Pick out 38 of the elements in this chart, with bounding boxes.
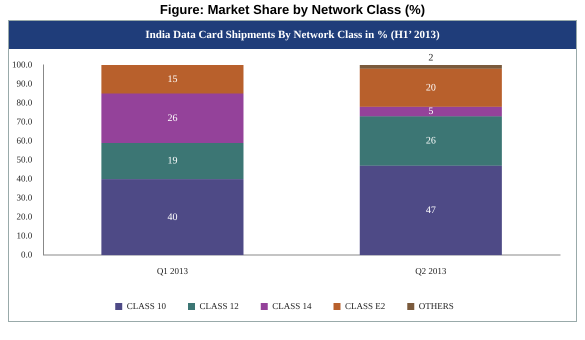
y-tick-label: 50.0 bbox=[16, 154, 33, 164]
bar bbox=[360, 106, 502, 116]
data-label: 5 bbox=[428, 106, 434, 118]
bar bbox=[360, 68, 502, 107]
legend-label: CLASS E2 bbox=[345, 300, 386, 311]
legend-label: CLASS 10 bbox=[126, 300, 166, 311]
data-label: 40 bbox=[167, 212, 178, 223]
y-tick-label: 60.0 bbox=[16, 135, 33, 146]
y-tick-label: 40.0 bbox=[16, 173, 33, 184]
bar bbox=[101, 65, 244, 94]
data-label: 2 bbox=[428, 52, 434, 64]
chart-title: Figure: Market Share by Network Class (%) bbox=[158, 2, 426, 17]
bar bbox=[101, 94, 244, 143]
y-tick-label: 0.0 bbox=[21, 250, 33, 260]
data-label: 47 bbox=[426, 205, 436, 216]
y-tick-label: 80.0 bbox=[16, 97, 33, 108]
data-label: 26 bbox=[167, 112, 178, 124]
y-tick-label: 90.0 bbox=[16, 78, 33, 88]
data-label: 19 bbox=[167, 156, 178, 167]
y-tick-label: 70.0 bbox=[16, 116, 33, 126]
y-tick-label: 20.0 bbox=[16, 212, 33, 222]
data-label: 15 bbox=[167, 74, 178, 85]
data-label: 20 bbox=[426, 82, 436, 94]
bar bbox=[360, 116, 502, 166]
bar bbox=[101, 179, 244, 256]
y-tick-label: 100.0 bbox=[12, 59, 33, 70]
legend-label: OTHERS bbox=[418, 300, 454, 311]
y-tick-label: 10.0 bbox=[16, 230, 33, 241]
bar bbox=[360, 65, 502, 69]
legend-label: CLASS 12 bbox=[199, 300, 239, 311]
bar bbox=[360, 166, 502, 256]
x-tick-label: Q1 2013 bbox=[156, 266, 189, 276]
legend-label: CLASS 14 bbox=[272, 300, 312, 311]
y-tick-label: 30.0 bbox=[16, 192, 33, 202]
chart-subtitle: India Data Card Shipments By Network Class in % (H1’ 2013) bbox=[9, 21, 576, 49]
bar bbox=[101, 142, 244, 180]
data-label: 26 bbox=[426, 136, 436, 147]
x-tick-label: Q2 2013 bbox=[415, 266, 447, 276]
